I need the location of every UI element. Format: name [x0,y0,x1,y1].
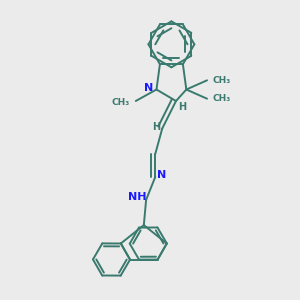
Text: CH₃: CH₃ [213,94,231,103]
Text: H: H [152,122,160,132]
Text: H: H [178,102,186,112]
Text: N: N [157,170,166,180]
Text: N: N [144,83,153,93]
Text: CH₃: CH₃ [111,98,129,107]
Text: NH: NH [128,192,146,202]
Text: CH₃: CH₃ [213,76,231,85]
